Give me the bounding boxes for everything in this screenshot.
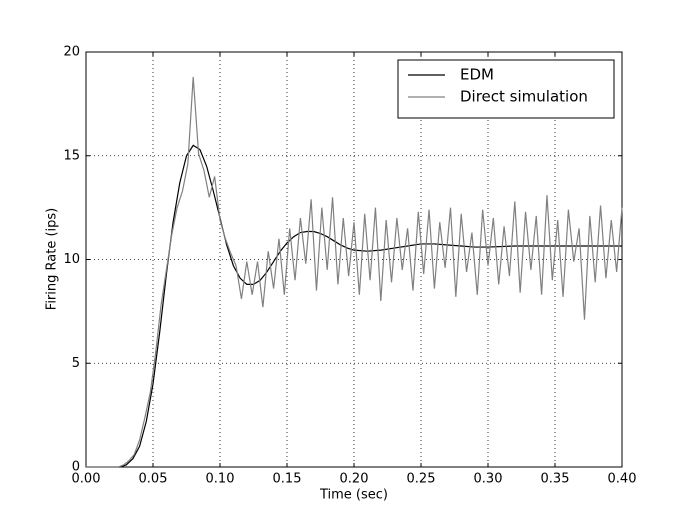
x-tick-label: 0.20: [340, 472, 369, 487]
x-tick-label: 0.25: [407, 472, 436, 487]
y-tick-label: 20: [63, 45, 80, 60]
x-tick-label: 0.15: [273, 472, 302, 487]
x-tick-label: 0.00: [72, 472, 101, 487]
y-tick-label: 5: [72, 356, 80, 371]
y-tick-label: 10: [63, 252, 80, 267]
y-axis-label: Firing Rate (ips): [45, 208, 60, 310]
x-axis-label: Time (sec): [319, 488, 388, 503]
x-tick-label: 0.40: [608, 472, 637, 487]
x-tick-label: 0.30: [474, 472, 503, 487]
legend-box: [397, 59, 615, 119]
x-tick-label: 0.35: [541, 472, 570, 487]
legend-label: Direct simulation: [460, 88, 588, 106]
y-tick-label: 0: [72, 460, 80, 475]
y-tick-label: 15: [63, 148, 80, 163]
x-tick-label: 0.05: [139, 472, 168, 487]
legend-label: EDM: [460, 66, 494, 84]
data-line: [86, 76, 623, 468]
x-tick-label: 0.10: [206, 472, 235, 487]
